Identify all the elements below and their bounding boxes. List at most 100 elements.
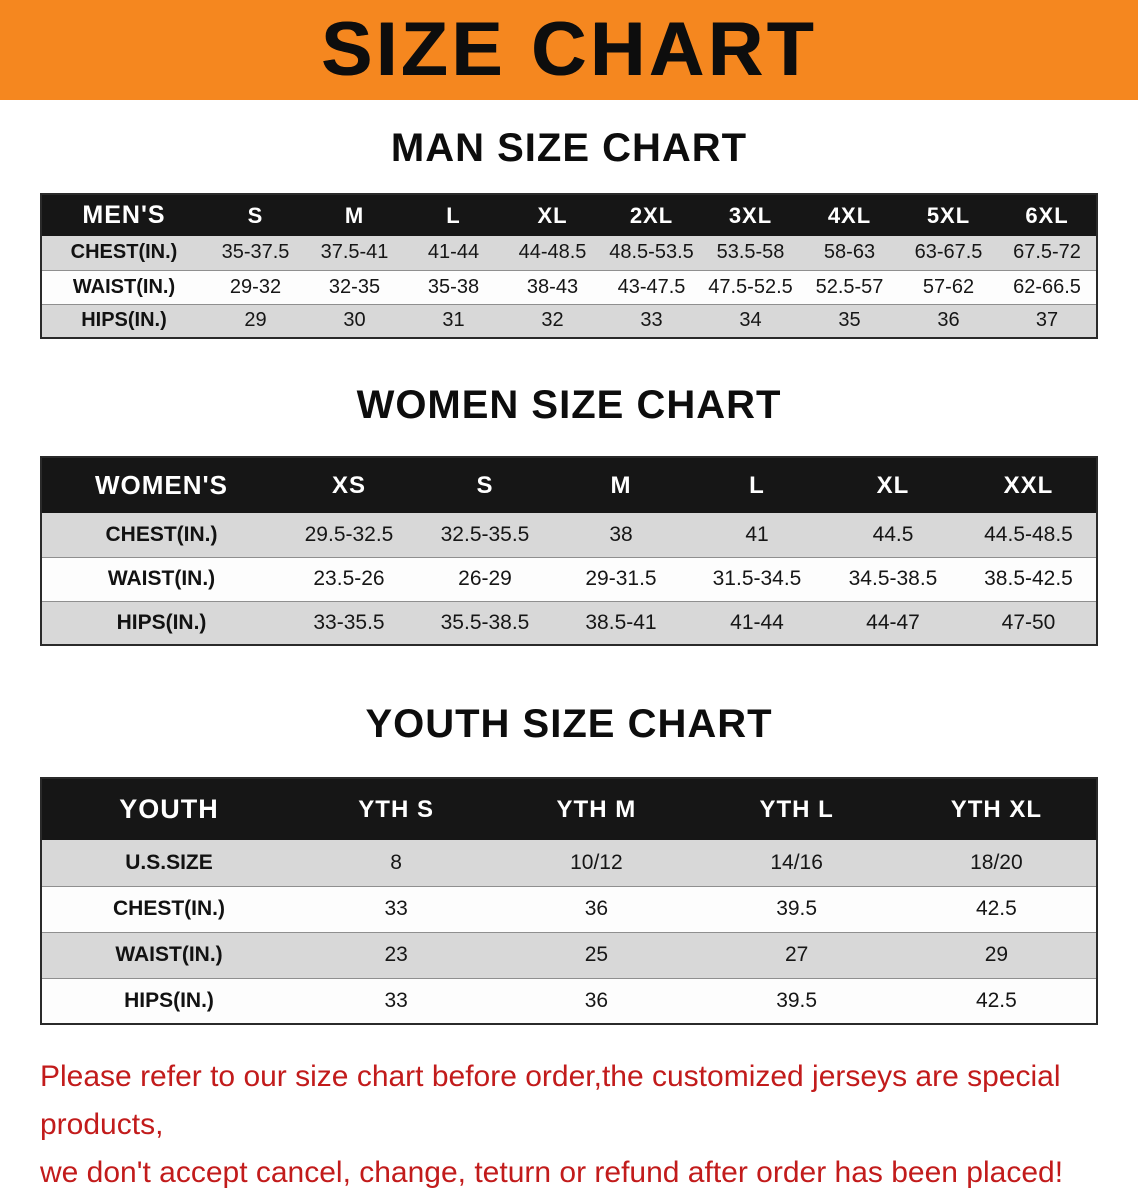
column-header: XXL	[1003, 471, 1054, 499]
column-header: XL	[537, 202, 568, 228]
table-cell: 34.5-38.5	[848, 567, 938, 590]
table-cell: 41-44	[427, 241, 480, 264]
column-header: YTH XL	[950, 795, 1043, 823]
table-cell: 35	[838, 309, 861, 332]
row-label: HIPS(IN.)	[116, 610, 207, 634]
row-label: CHEST(IN.)	[105, 522, 218, 546]
youth-header-row: YOUTH YTH S YTH M YTH L YTH XL	[41, 778, 1097, 840]
table-cell: 33	[384, 988, 408, 1012]
table-cell: 39.5	[776, 988, 818, 1012]
column-header: 2XL	[629, 202, 674, 228]
youth-hips-row: HIPS(IN.) 33 36 39.5 42.5	[41, 978, 1097, 1024]
column-header: 5XL	[926, 202, 971, 228]
table-cell: 37.5-41	[320, 241, 389, 264]
table-cell: 44-48.5	[518, 241, 587, 264]
table-cell: 36	[584, 897, 609, 920]
women-hips-row: HIPS(IN.) 33-35.5 35.5-38.5 38.5-41 41-4…	[41, 601, 1097, 645]
table-cell: 47.5-52.5	[708, 275, 793, 298]
table-cell: 35.5-38.5	[440, 610, 530, 634]
row-label: WAIST(IN.)	[107, 567, 216, 590]
table-cell: 43-47.5	[617, 275, 686, 298]
women-size-table: WOMEN'S XS S M L XL XXL CHEST(IN.) 29.5-…	[40, 456, 1098, 646]
men-header-row: MEN'S S M L XL 2XL 3XL 4XL 5XL 6XL	[41, 194, 1097, 236]
table-cell: 14/16	[770, 850, 823, 874]
women-section-heading: WOMEN SIZE CHART	[356, 383, 782, 427]
column-header: YTH L	[759, 795, 834, 823]
women-table-title: WOMEN'S	[94, 470, 229, 500]
column-header: L	[749, 471, 765, 499]
youth-waist-row: WAIST(IN.) 23 25 27 29	[41, 932, 1097, 978]
row-label: CHEST(IN.)	[113, 897, 225, 920]
table-cell: 33	[384, 897, 408, 920]
youth-ussize-row: U.S.SIZE 8 10/12 14/16 18/20	[41, 840, 1097, 886]
table-cell: 52.5-57	[815, 275, 884, 298]
table-cell: 38.5-42.5	[984, 567, 1073, 590]
men-chest-row: CHEST(IN.) 35-37.5 37.5-41 41-44 44-48.5…	[41, 236, 1097, 270]
row-label: WAIST(IN.)	[115, 943, 223, 966]
table-cell: 35-38	[427, 275, 480, 298]
column-header: M	[344, 202, 365, 228]
table-cell: 38.5-41	[585, 610, 657, 634]
table-cell: 29-31.5	[585, 567, 657, 590]
table-cell: 48.5-53.5	[609, 241, 694, 264]
size-chart-banner: SIZE CHART	[0, 0, 1138, 100]
table-cell: 62-66.5	[1013, 275, 1081, 298]
row-label: CHEST(IN.)	[70, 241, 178, 264]
disclaimer-text: Please refer to our size chart before or…	[40, 1053, 1108, 1197]
table-cell: 44-47	[866, 610, 920, 634]
row-label: HIPS(IN.)	[124, 988, 214, 1012]
table-cell: 25	[584, 943, 609, 966]
table-cell: 29-32	[229, 275, 282, 298]
table-cell: 38-43	[526, 275, 579, 298]
table-cell: 8	[390, 850, 402, 874]
table-cell: 38	[609, 522, 633, 546]
column-header: 4XL	[827, 202, 872, 228]
youth-table-title: YOUTH	[119, 794, 219, 824]
table-cell: 27	[784, 943, 809, 966]
table-cell: 32	[541, 309, 564, 332]
table-cell: 10/12	[570, 850, 623, 874]
table-cell: 31.5-34.5	[712, 567, 802, 590]
disclaimer-line-1: Please refer to our size chart before or…	[40, 1060, 1061, 1141]
table-cell: 29.5-32.5	[304, 522, 394, 546]
table-cell: 34	[739, 309, 762, 332]
table-cell: 23	[384, 943, 408, 966]
table-cell: 23.5-26	[313, 567, 385, 590]
table-cell: 37	[1035, 309, 1059, 332]
column-header: XL	[876, 471, 910, 499]
row-label: HIPS(IN.)	[81, 309, 167, 332]
table-cell: 58-63	[823, 241, 876, 264]
table-cell: 44.5	[872, 522, 914, 546]
column-header: L	[446, 202, 461, 228]
table-cell: 41-44	[730, 610, 784, 634]
column-header: S	[247, 202, 264, 228]
table-cell: 47-50	[1001, 610, 1056, 634]
table-cell: 26-29	[458, 567, 512, 590]
column-header: YTH M	[556, 795, 637, 823]
table-cell: 39.5	[776, 897, 818, 920]
women-waist-row: WAIST(IN.) 23.5-26 26-29 29-31.5 31.5-34…	[41, 557, 1097, 601]
table-cell: 32-35	[328, 275, 381, 298]
table-cell: 42.5	[975, 897, 1017, 920]
row-label: WAIST(IN.)	[72, 275, 176, 298]
table-cell: 57-62	[922, 275, 975, 298]
table-cell: 29	[984, 943, 1009, 966]
table-cell: 42.5	[975, 988, 1017, 1012]
table-cell: 53.5-58	[716, 241, 785, 264]
table-cell: 18/20	[970, 850, 1023, 874]
table-cell: 33	[640, 309, 663, 332]
table-cell: 30	[343, 309, 366, 332]
table-cell: 67.5-72	[1013, 241, 1081, 264]
column-header: 6XL	[1025, 202, 1069, 228]
men-section-heading: MAN SIZE CHART	[390, 126, 748, 170]
table-cell: 44.5-48.5	[984, 522, 1073, 546]
table-cell: 29	[244, 309, 267, 332]
table-cell: 63-67.5	[914, 241, 983, 264]
column-header: M	[610, 471, 632, 499]
table-cell: 36	[937, 309, 960, 332]
men-size-table: MEN'S S M L XL 2XL 3XL 4XL 5XL 6XL CHEST…	[40, 193, 1098, 339]
table-cell: 36	[584, 988, 609, 1012]
table-cell: 35-37.5	[221, 241, 290, 264]
women-chest-row: CHEST(IN.) 29.5-32.5 32.5-35.5 38 41 44.…	[41, 513, 1097, 557]
youth-chest-row: CHEST(IN.) 33 36 39.5 42.5	[41, 886, 1097, 932]
